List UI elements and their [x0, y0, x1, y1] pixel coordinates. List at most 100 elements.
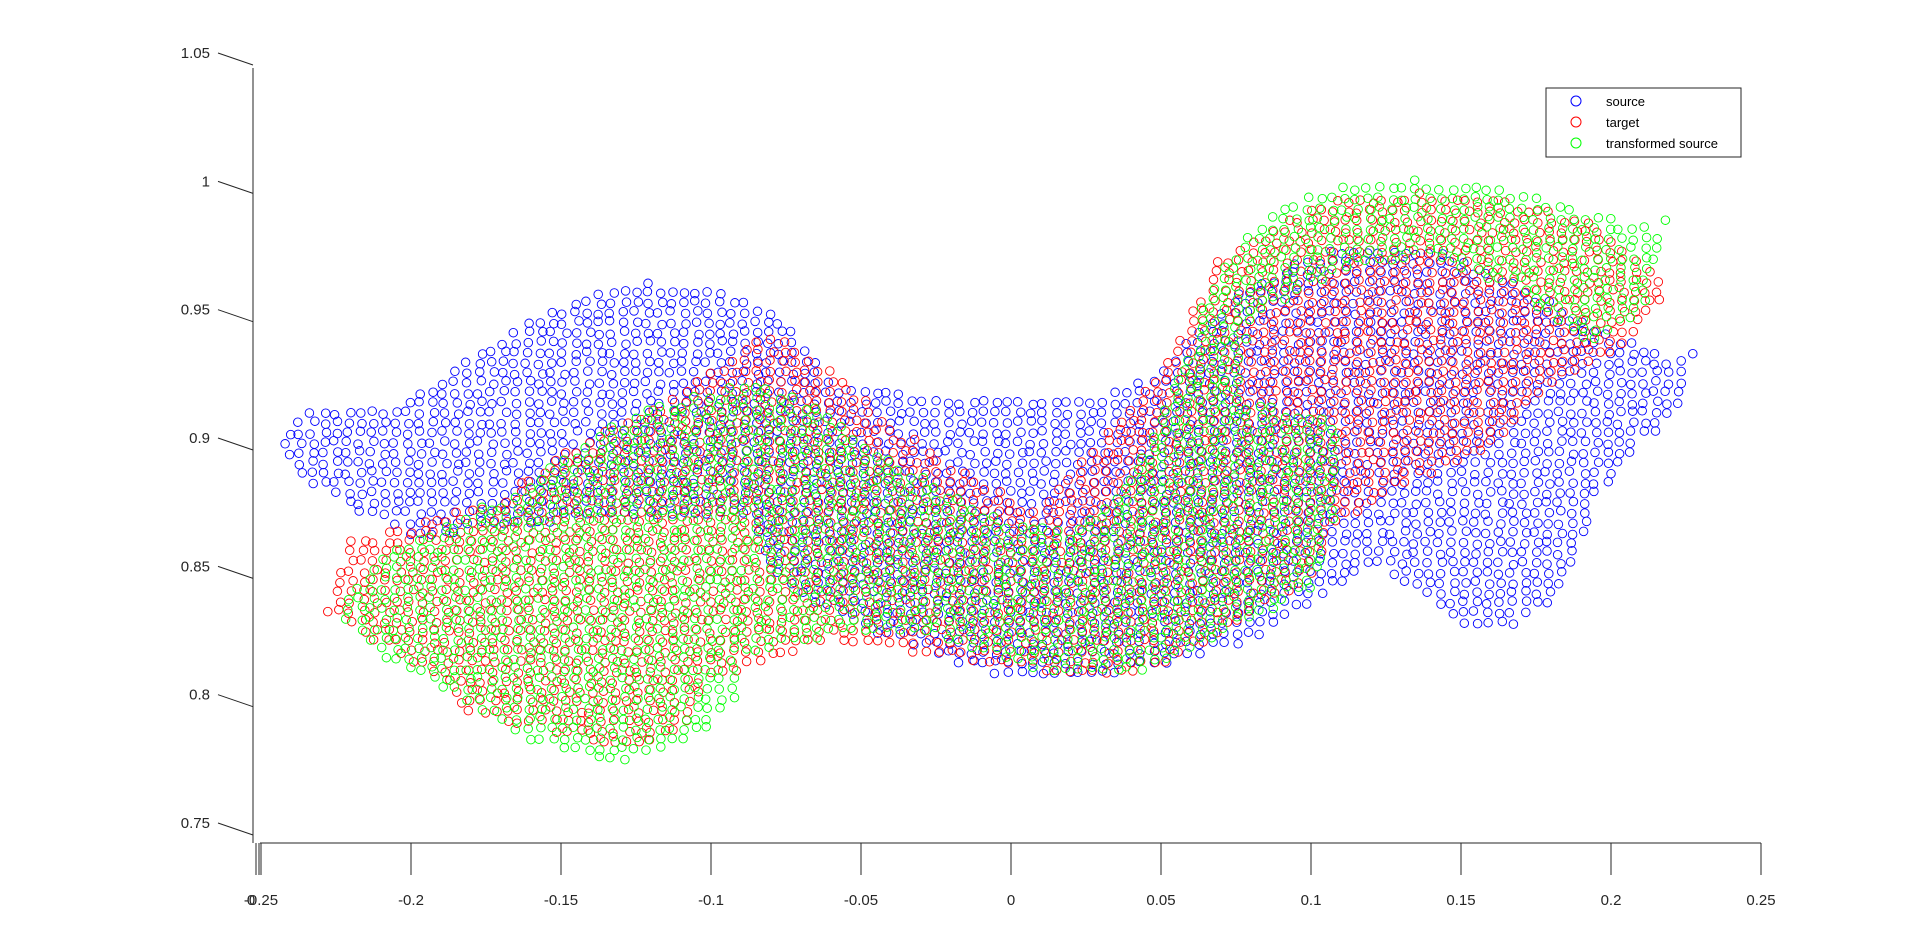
data-point — [1181, 429, 1192, 440]
data-point — [1614, 437, 1624, 447]
data-point — [888, 447, 898, 458]
data-point — [1576, 346, 1587, 356]
data-point — [390, 457, 401, 467]
data-point — [1076, 409, 1086, 420]
data-point — [796, 396, 806, 406]
data-point — [724, 357, 735, 367]
data-point — [1269, 329, 1279, 339]
data-point — [1471, 528, 1481, 538]
data-point — [1229, 506, 1239, 517]
data-point — [416, 449, 427, 459]
data-point — [1267, 439, 1278, 449]
data-point — [640, 376, 651, 387]
data-point — [1423, 569, 1434, 579]
data-point — [1398, 379, 1409, 390]
data-point — [1362, 508, 1373, 519]
data-point — [700, 456, 710, 466]
data-point — [1001, 476, 1012, 486]
data-point — [1376, 286, 1386, 296]
data-point — [688, 489, 699, 500]
data-point — [823, 377, 834, 388]
data-point — [737, 319, 747, 329]
data-point — [931, 427, 941, 437]
data-point — [1257, 409, 1268, 420]
data-point — [465, 546, 475, 557]
data-point — [1672, 398, 1683, 409]
data-point — [1256, 356, 1267, 366]
data-point — [1425, 577, 1436, 588]
data-point — [1448, 556, 1458, 567]
data-point — [642, 348, 653, 359]
data-point — [472, 436, 483, 446]
data-point — [1138, 405, 1149, 415]
data-point — [788, 416, 798, 426]
data-point — [1002, 397, 1012, 407]
data-point — [685, 586, 695, 597]
data-point — [616, 407, 627, 417]
data-point — [752, 327, 763, 338]
data-point — [545, 429, 556, 439]
data-point — [990, 655, 1001, 666]
data-point — [1025, 486, 1035, 496]
data-point — [1048, 507, 1058, 518]
data-point — [1457, 428, 1467, 439]
data-point — [1036, 448, 1047, 458]
data-point — [538, 326, 548, 337]
data-point — [1060, 418, 1070, 429]
data-point — [1197, 397, 1207, 408]
data-point — [1542, 597, 1553, 608]
data-point — [1588, 479, 1599, 489]
data-point — [1048, 477, 1059, 487]
data-point — [1328, 378, 1338, 388]
data-point — [1614, 428, 1625, 438]
data-point — [693, 306, 703, 316]
data-point — [464, 488, 475, 499]
data-point — [499, 385, 510, 396]
data-point — [1134, 386, 1145, 396]
data-point — [1653, 396, 1663, 407]
data-point — [678, 327, 689, 337]
data-point — [428, 387, 438, 397]
data-point — [1625, 426, 1636, 436]
data-point — [1413, 366, 1424, 376]
data-point — [1508, 458, 1518, 469]
data-point — [490, 584, 500, 595]
data-point — [789, 508, 799, 518]
data-point — [1576, 428, 1587, 438]
data-point — [1579, 499, 1590, 509]
data-point — [955, 406, 965, 417]
data-point — [1473, 289, 1483, 300]
data-point — [1444, 517, 1454, 527]
data-point — [978, 429, 988, 439]
data-point — [979, 467, 989, 477]
data-point — [1380, 467, 1390, 478]
data-point — [777, 326, 788, 336]
data-point — [367, 556, 378, 566]
data-point — [1651, 408, 1662, 418]
data-point — [714, 296, 725, 307]
data-point — [1086, 416, 1096, 427]
data-point — [1521, 349, 1531, 360]
data-point — [524, 386, 535, 396]
data-point — [1559, 286, 1570, 297]
data-point — [511, 437, 522, 447]
data-point — [1001, 406, 1011, 417]
data-point — [1605, 348, 1616, 359]
data-point — [976, 417, 987, 427]
data-point — [1554, 446, 1565, 457]
data-point — [523, 466, 534, 476]
data-point — [1445, 547, 1456, 558]
data-point — [668, 287, 678, 297]
data-point — [1625, 438, 1635, 449]
data-point — [1493, 339, 1504, 349]
data-point — [1450, 578, 1460, 588]
data-point — [1481, 476, 1491, 487]
data-point — [1451, 268, 1462, 279]
data-point — [1291, 308, 1301, 318]
data-point — [752, 509, 762, 519]
data-point — [1277, 419, 1288, 429]
data-point — [1627, 406, 1638, 416]
data-point — [1428, 428, 1439, 438]
data-point — [1261, 366, 1271, 377]
data-point — [1085, 437, 1096, 448]
